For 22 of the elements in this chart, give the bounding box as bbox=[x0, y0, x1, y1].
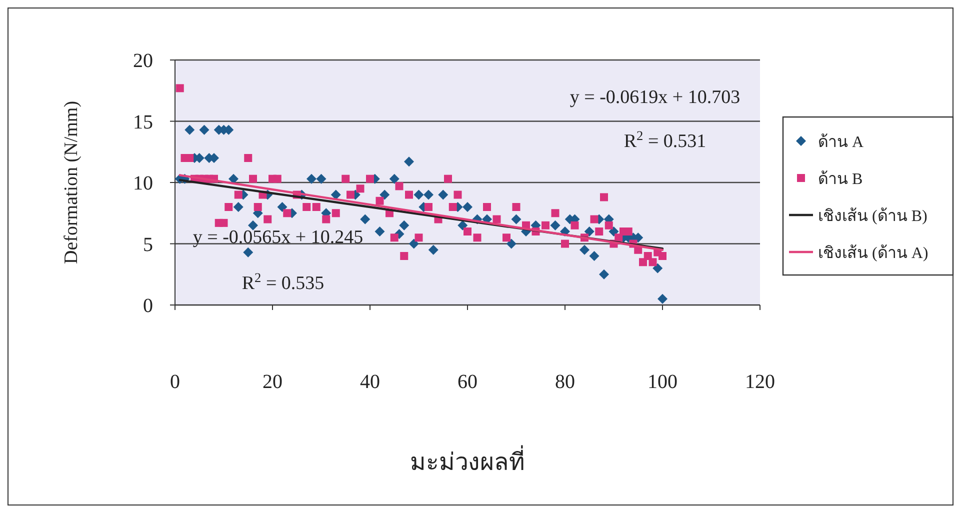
y-tick-label: 15 bbox=[133, 111, 153, 134]
x-tick-label: 120 bbox=[745, 371, 775, 393]
legend-label: ด้าน A bbox=[818, 133, 864, 151]
y-tick-label: 5 bbox=[143, 234, 153, 256]
x-tick-label: 40 bbox=[360, 371, 380, 393]
x-axis-title: มะม่วงผลที่ bbox=[410, 445, 525, 476]
legend-label: เชิงเส้น (ด้าน A) bbox=[818, 244, 928, 262]
legend-label: เชิงเส้น (ด้าน B) bbox=[818, 207, 928, 225]
y-tick-label: 10 bbox=[133, 172, 153, 194]
annotation: R$^{2}$ = 0.535 bbox=[242, 270, 324, 294]
annotation: y = -0.0565x + 10.245 bbox=[192, 227, 364, 248]
y-tick-label: 0 bbox=[143, 295, 153, 317]
annotation: y = -0.0619x + 10.703 bbox=[570, 87, 740, 108]
x-tick-label: 0 bbox=[170, 371, 180, 393]
annotation: R$^{2}$ = 0.531 bbox=[624, 128, 706, 152]
y-axis-title: Deformation (N/mm) bbox=[61, 100, 82, 264]
legend-label: ด้าน B bbox=[818, 170, 863, 188]
x-tick-label: 80 bbox=[555, 371, 575, 393]
x-tick-label: 100 bbox=[648, 371, 678, 393]
x-tick-label: 60 bbox=[458, 371, 478, 393]
x-tick-label: 20 bbox=[262, 371, 282, 393]
y-tick-label: 20 bbox=[133, 50, 153, 72]
